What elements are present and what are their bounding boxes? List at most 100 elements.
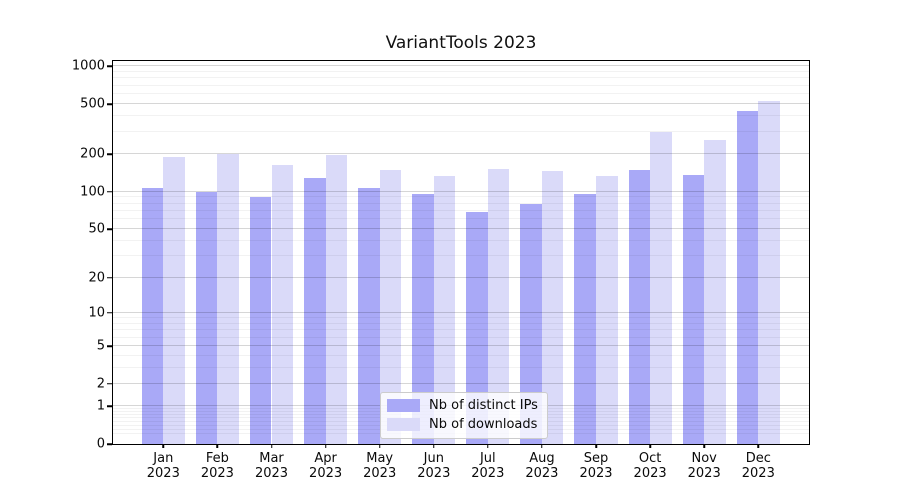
- gridline: [113, 196, 809, 198]
- gridline: [113, 103, 809, 105]
- bar-downloads-oct: [650, 131, 672, 444]
- gridline: [113, 209, 809, 211]
- y-tick-mark: [107, 228, 112, 230]
- x-tick-label-jun: Jun 2023: [417, 451, 451, 481]
- x-tick-label-mar: Mar 2023: [254, 451, 289, 481]
- legend-item-distinct-ips: Nb of distinct IPs: [387, 397, 538, 414]
- legend-swatch-downloads: [387, 418, 420, 431]
- legend-item-downloads: Nb of downloads: [387, 416, 538, 433]
- bar-downloads-jan: [163, 157, 185, 444]
- x-tick-label-apr: Apr 2023: [309, 451, 343, 481]
- bar-distinct-ips-oct: [628, 169, 651, 444]
- bar-downloads-aug: [541, 171, 564, 444]
- y-tick-mark: [107, 276, 112, 279]
- y-tick-label: 0: [96, 436, 105, 452]
- y-tick-mark: [107, 190, 112, 193]
- y-tick-mark: [107, 312, 112, 314]
- x-tick-mark: [378, 444, 381, 448]
- gridline: [113, 255, 809, 257]
- y-tick-label: 5: [96, 338, 105, 354]
- x-tick-label-sep: Sep 2023: [579, 451, 613, 481]
- gridline: [113, 329, 809, 331]
- gridline: [113, 93, 809, 95]
- x-tick-mark: [595, 444, 597, 448]
- bar-downloads-apr: [325, 155, 348, 444]
- x-tick-mark: [433, 444, 435, 448]
- gridline: [113, 345, 809, 346]
- bar-distinct-ips-sep: [574, 194, 596, 444]
- gridline: [113, 190, 809, 192]
- x-tick-label-may: May 2023: [363, 451, 397, 481]
- x-tick-mark: [270, 444, 273, 448]
- bar-downloads-nov: [704, 140, 726, 444]
- y-tick-label: 1: [96, 398, 105, 414]
- bar-downloads-dec: [758, 101, 780, 444]
- gridline: [113, 202, 809, 204]
- y-tick-mark: [107, 153, 112, 155]
- gridline: [113, 355, 809, 356]
- gridline: [113, 153, 809, 154]
- y-tick-label: 200: [80, 146, 105, 162]
- bar-downloads-mar: [271, 164, 294, 444]
- legend-label-distinct-ips: Nb of distinct IPs: [429, 398, 538, 413]
- y-tick-mark: [107, 345, 112, 347]
- x-tick-label-feb: Feb 2023: [200, 451, 234, 481]
- bar-downloads-jul: [487, 168, 510, 444]
- x-tick-label-dec: Dec 2023: [741, 451, 775, 481]
- x-tick-mark: [649, 444, 651, 448]
- bar-distinct-ips-jan: [141, 188, 164, 444]
- y-tick-label: 20: [88, 270, 105, 285]
- gridline: [113, 115, 809, 117]
- bar-distinct-ips-feb: [195, 191, 218, 444]
- bar-distinct-ips-jun: [412, 194, 434, 444]
- bar-downloads-may: [379, 170, 402, 444]
- x-tick-mark: [216, 444, 219, 448]
- y-tick-mark: [107, 65, 112, 67]
- y-tick-mark: [107, 443, 112, 445]
- gridline: [113, 311, 809, 313]
- legend: Nb of distinct IPs Nb of downloads: [380, 392, 548, 439]
- y-tick-mark: [107, 383, 112, 385]
- y-tick-mark: [107, 405, 112, 407]
- bar-distinct-ips-apr: [304, 178, 326, 444]
- x-tick-mark: [541, 444, 543, 448]
- gridline: [113, 130, 809, 132]
- y-tick-label: 1000: [71, 58, 105, 74]
- gridline: [113, 84, 809, 86]
- gridline: [113, 71, 809, 72]
- x-tick-label-jul: Jul 2023: [471, 451, 505, 481]
- x-tick-mark: [757, 444, 760, 448]
- legend-swatch-distinct-ips: [387, 399, 420, 412]
- y-tick-label: 100: [80, 184, 105, 200]
- x-tick-mark: [324, 444, 327, 448]
- y-tick-label: 500: [80, 96, 105, 112]
- gridline: [113, 240, 809, 241]
- gridline: [113, 382, 809, 384]
- bar-distinct-ips-mar: [249, 196, 272, 444]
- x-tick-label-jan: Jan 2023: [146, 451, 180, 481]
- gridline: [113, 77, 809, 79]
- y-tick-label: 2: [96, 376, 105, 392]
- y-tick-label: 50: [88, 221, 105, 237]
- bar-downloads-sep: [596, 175, 618, 444]
- x-tick-mark: [162, 444, 165, 448]
- gridline: [113, 322, 809, 324]
- y-tick-label: 10: [88, 305, 105, 321]
- gridline: [113, 218, 809, 220]
- x-tick-label-oct: Oct 2023: [633, 451, 667, 481]
- bar-downloads-feb: [217, 154, 239, 444]
- y-tick-mark: [107, 103, 112, 105]
- bar-distinct-ips-may: [358, 187, 380, 444]
- bar-distinct-ips-aug: [520, 204, 542, 444]
- gridline: [113, 276, 809, 278]
- legend-label-downloads: Nb of downloads: [429, 417, 538, 432]
- x-tick-mark: [703, 444, 705, 448]
- plot-area: Nb of distinct IPs Nb of downloads: [113, 61, 809, 444]
- x-tick-label-aug: Aug 2023: [525, 451, 559, 481]
- bar-distinct-ips-jul: [466, 211, 488, 444]
- gridline: [113, 228, 809, 229]
- x-tick-mark: [487, 444, 489, 448]
- gridline: [113, 65, 809, 67]
- gridline: [113, 367, 809, 369]
